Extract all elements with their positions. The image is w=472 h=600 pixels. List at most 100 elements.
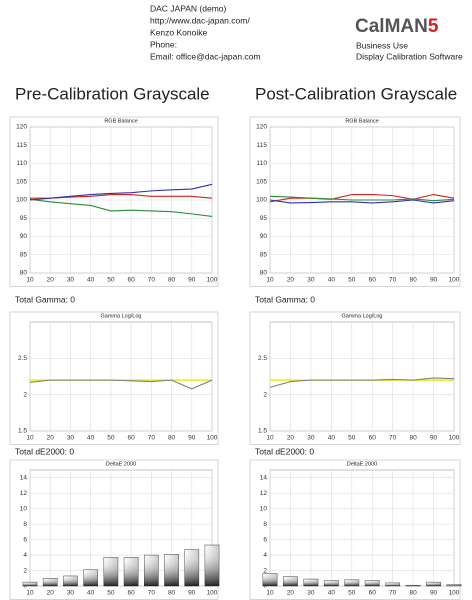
- bar-shade: [303, 579, 319, 586]
- y-tick-label: 105: [256, 178, 267, 185]
- x-tick-label: 70: [389, 435, 397, 442]
- x-tick-label: 70: [389, 590, 397, 597]
- chart-title: DeltaE 2000: [106, 461, 136, 467]
- x-tick-label: 50: [348, 590, 356, 597]
- x-tick-label: 30: [307, 590, 315, 597]
- product: Display Calibration Software: [356, 51, 463, 61]
- x-tick-label: 50: [107, 277, 115, 284]
- y-tick-label: 100: [256, 197, 267, 204]
- y-tick-label: 10: [20, 505, 28, 512]
- y-tick-label: 120: [256, 124, 267, 131]
- bar-shade: [426, 582, 441, 586]
- gamma-label: Total Gamma: 0: [15, 294, 75, 304]
- x-tick-label: 20: [47, 435, 55, 442]
- x-tick-label: 80: [409, 277, 417, 284]
- section-title: Post-Calibration Grayscale: [255, 84, 457, 103]
- chart-title: RGB Balance: [104, 118, 137, 124]
- chart: RGB Balance 80 85 90 95 100 105 110 115 120 10 20 30…: [9, 116, 219, 287]
- x-tick-label: 90: [430, 435, 438, 442]
- y-tick-label: 4: [23, 552, 27, 559]
- x-tick-label: 30: [307, 277, 315, 284]
- x-tick-label: 50: [107, 435, 115, 442]
- x-tick-label: 50: [348, 435, 356, 442]
- bar-shade: [283, 576, 298, 586]
- plot-area: [29, 469, 213, 587]
- logo: CalMAN5: [355, 16, 439, 37]
- bar-shade: [83, 569, 98, 586]
- de-label: Total dE2000: 0: [255, 446, 314, 456]
- y-tick-label: 14: [260, 474, 268, 481]
- header-line: http://www.dac-japan.com/: [150, 15, 250, 25]
- x-tick-label: 100: [449, 590, 460, 597]
- x-tick-label: 10: [26, 590, 34, 597]
- x-tick-label: 20: [47, 590, 55, 597]
- x-tick-label: 10: [266, 590, 274, 597]
- chart: Gamma Log/Log 1.5 2 2.5 10 20 30 40 50 60 70 80 90 10…: [249, 311, 461, 445]
- logo-text: CalMAN: [355, 16, 428, 37]
- y-tick-label: 100: [16, 197, 27, 204]
- series-line: [269, 195, 455, 202]
- x-tick-label: 40: [87, 590, 95, 597]
- x-tick-label: 90: [430, 277, 438, 284]
- x-tick-label: 20: [287, 435, 295, 442]
- x-tick-label: 10: [266, 435, 274, 442]
- x-tick-label: 90: [188, 590, 196, 597]
- header-line: Email: office@dac-japan.com: [150, 51, 261, 61]
- y-tick-label: 95: [20, 215, 28, 222]
- x-tick-label: 100: [449, 435, 460, 442]
- header-line: DAC JAPAN (demo): [150, 3, 227, 13]
- y-tick-label: 95: [260, 215, 268, 222]
- x-tick-label: 30: [67, 277, 75, 284]
- x-tick-label: 40: [328, 277, 336, 284]
- chart-title: RGB Balance: [345, 118, 378, 124]
- y-tick-label: 8: [263, 521, 267, 528]
- x-tick-label: 80: [409, 590, 417, 597]
- bar-shade: [43, 578, 58, 586]
- section-title: Pre-Calibration Grayscale: [15, 84, 210, 103]
- y-tick-label: 110: [257, 160, 268, 167]
- x-tick-label: 40: [328, 435, 336, 442]
- x-tick-label: 100: [207, 277, 218, 284]
- x-tick-label: 70: [148, 277, 156, 284]
- x-tick-label: 80: [168, 277, 176, 284]
- x-tick-label: 40: [87, 277, 95, 284]
- bar-shade: [262, 573, 278, 586]
- x-tick-label: 10: [26, 435, 34, 442]
- gamma-label: Total Gamma: 0: [255, 294, 315, 304]
- y-tick-label: 115: [257, 142, 268, 149]
- x-tick-label: 80: [168, 590, 176, 597]
- y-tick-label: 10: [260, 505, 268, 512]
- x-tick-label: 60: [369, 435, 377, 442]
- chart: DeltaE 200002468101214102030405060708090…: [9, 459, 220, 600]
- x-tick-label: 50: [107, 590, 115, 597]
- y-tick-label: 110: [17, 160, 28, 167]
- y-tick-label: 80: [260, 270, 268, 277]
- chart: Gamma Log/Log 1.5 2 2.5 10 20 30 40 50 60 70 80 90 10…: [9, 311, 219, 445]
- bar-shade: [324, 580, 339, 586]
- x-tick-label: 30: [67, 590, 75, 597]
- y-tick-label: 85: [20, 251, 28, 258]
- x-tick-label: 20: [47, 277, 55, 284]
- x-tick-label: 100: [207, 590, 218, 597]
- x-tick-label: 70: [148, 590, 156, 597]
- bar-shade: [63, 575, 78, 586]
- y-tick-label: 2: [263, 391, 267, 398]
- y-tick-label: 14: [20, 474, 28, 481]
- x-tick-label: 30: [307, 435, 315, 442]
- x-tick-label: 30: [67, 435, 75, 442]
- x-tick-label: 80: [168, 435, 176, 442]
- x-tick-label: 70: [148, 435, 156, 442]
- y-tick-label: 8: [23, 521, 27, 528]
- y-tick-label: 80: [20, 270, 28, 277]
- x-tick-label: 90: [188, 435, 196, 442]
- x-tick-label: 60: [369, 590, 377, 597]
- plot-area: [29, 321, 213, 432]
- x-tick-label: 90: [188, 277, 196, 284]
- bar-shade: [124, 557, 139, 586]
- chart-title: Gamma Log/Log: [101, 313, 142, 319]
- y-tick-label: 2.5: [258, 355, 267, 362]
- y-tick-label: 2: [23, 567, 27, 574]
- x-tick-label: 60: [127, 435, 135, 442]
- bar-shade: [344, 579, 359, 586]
